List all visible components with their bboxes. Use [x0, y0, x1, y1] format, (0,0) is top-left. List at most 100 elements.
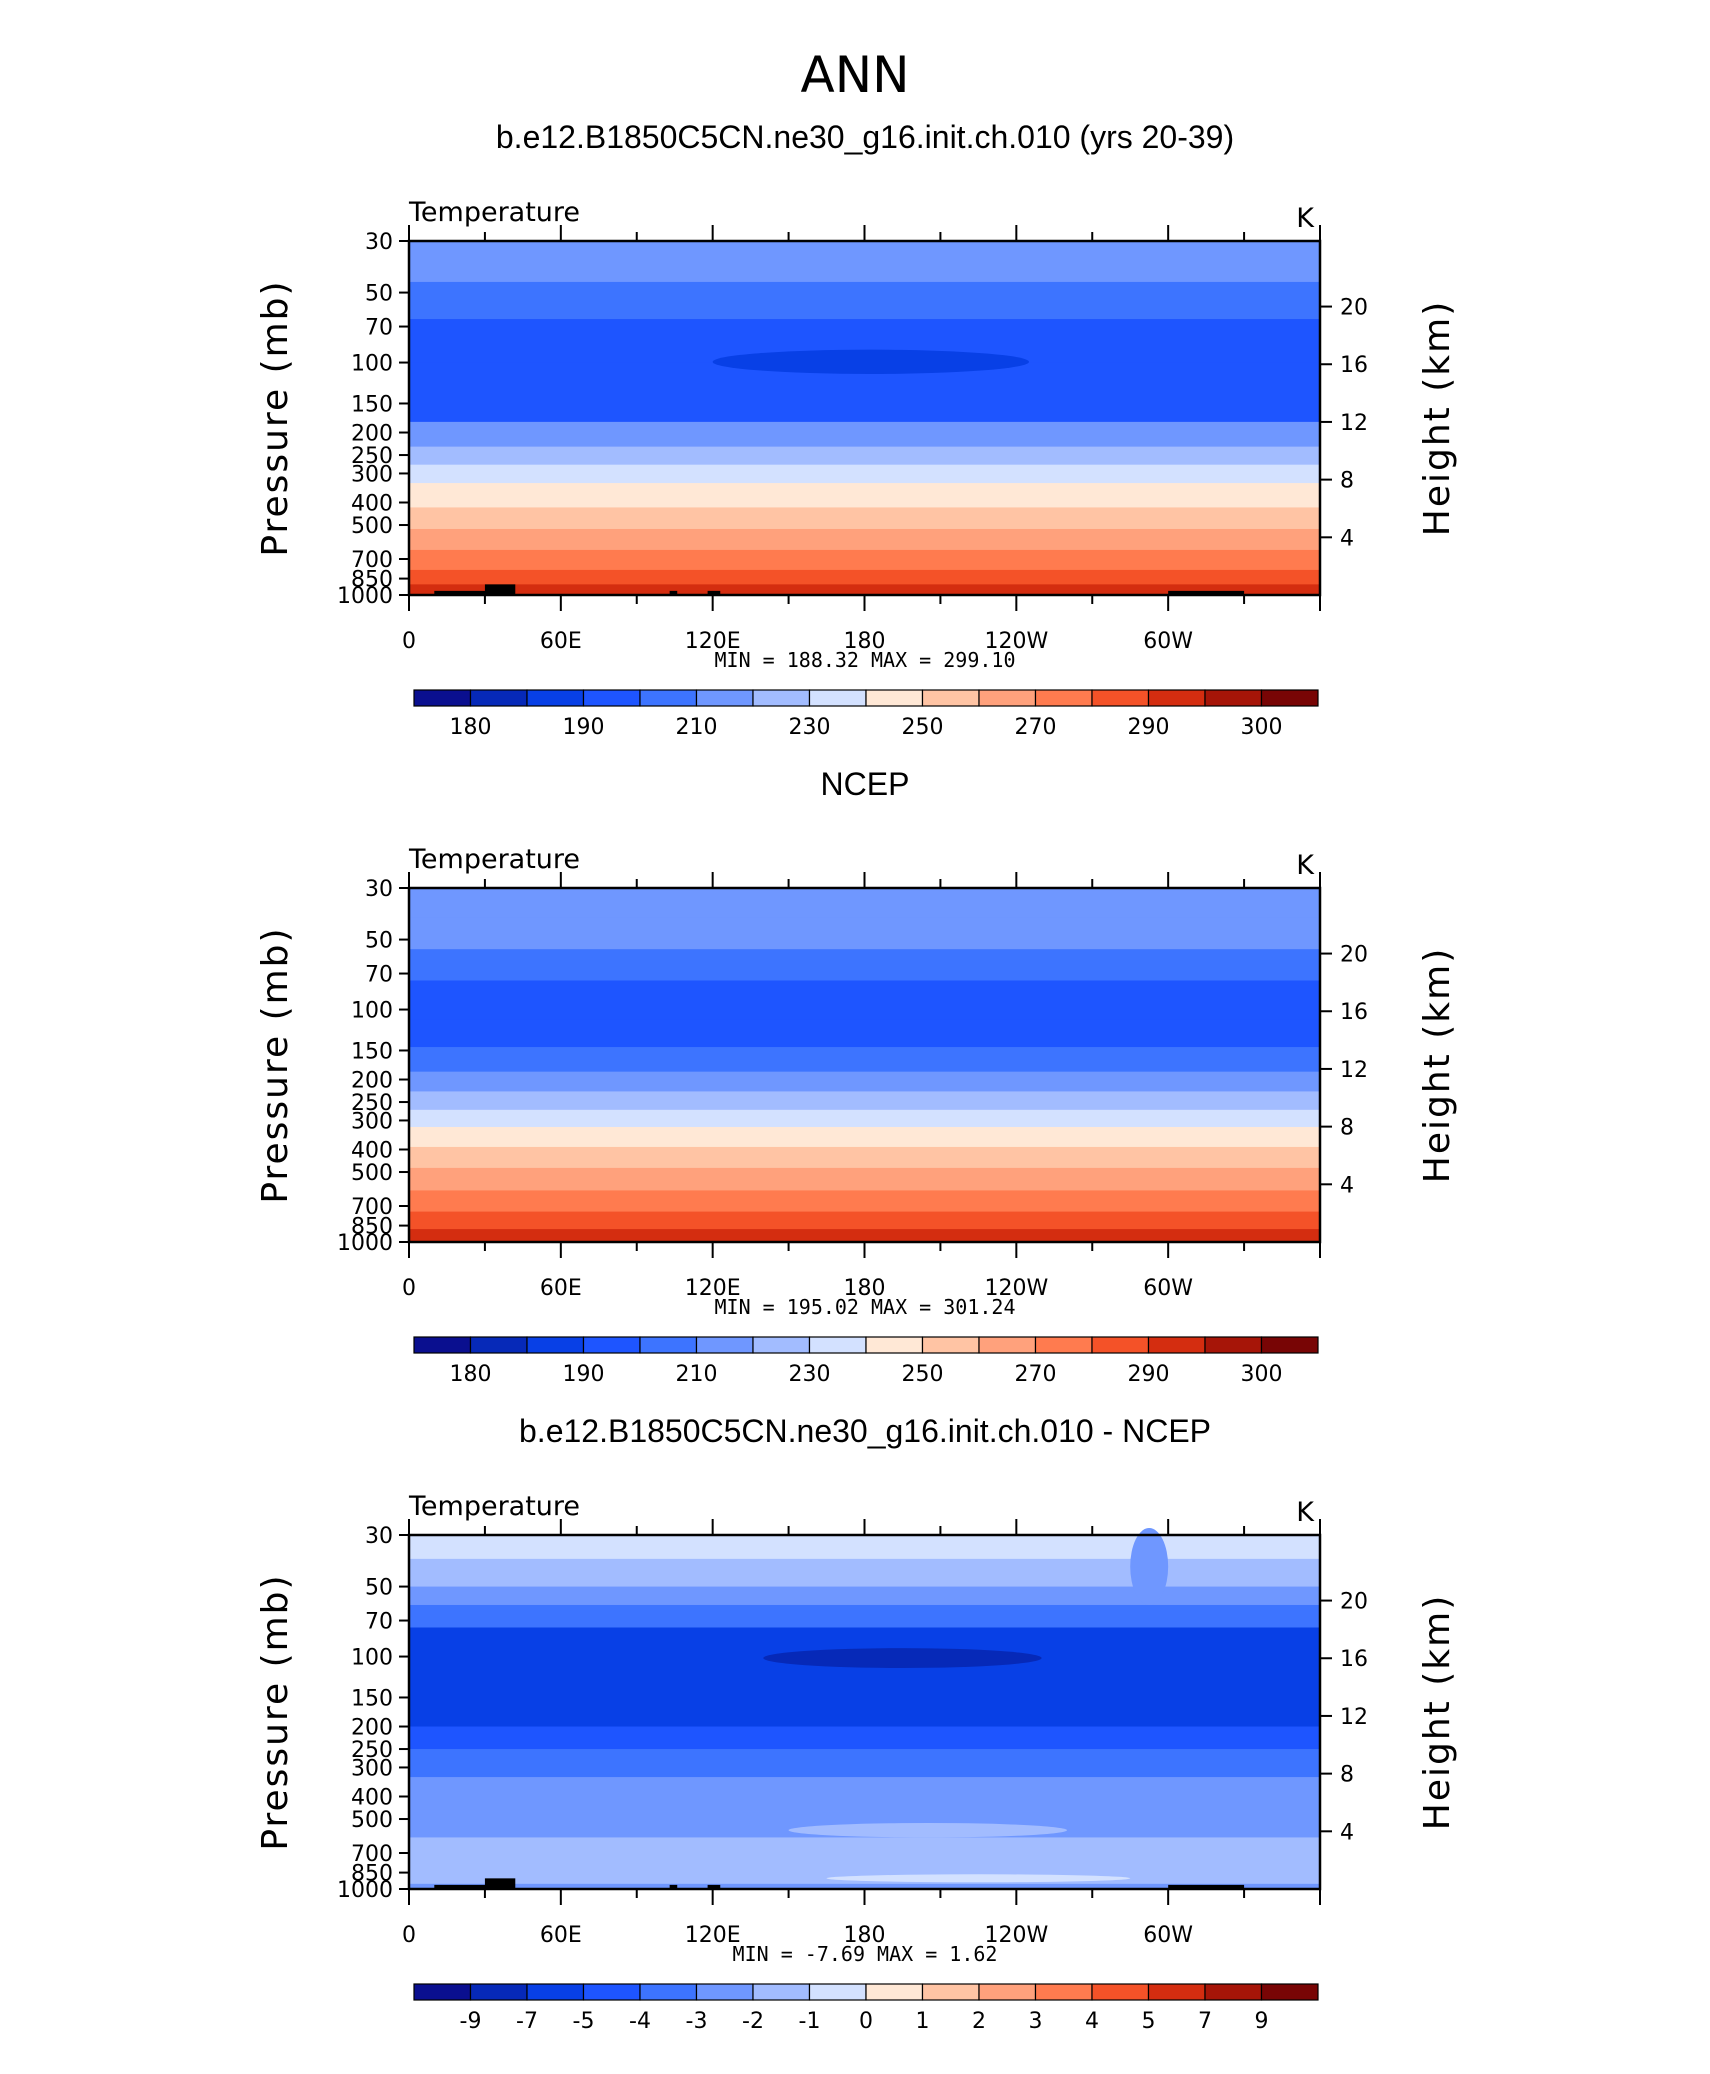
units-label: K [1296, 203, 1315, 234]
x-tick-label: 0 [402, 629, 416, 654]
contour-band [409, 507, 1320, 530]
variable-label: Temperature [408, 1491, 580, 1522]
colorbar-label: 230 [789, 715, 831, 740]
colorbar-label: 210 [676, 1362, 718, 1387]
min-max-label: MIN = 195.02 MAX = 301.24 [714, 1295, 1015, 1319]
y-tick-label: 1000 [337, 1231, 393, 1256]
colorbar-box [1147, 1336, 1206, 1354]
colorbar-box [1034, 1336, 1093, 1354]
colorbar-label: -7 [516, 2009, 538, 2034]
y-tick-label: 250 [351, 444, 393, 469]
colorbar-label: 210 [676, 715, 718, 740]
colorbar-label: 290 [1128, 1362, 1170, 1387]
x-tick-label: 120E [685, 1923, 741, 1948]
y-right-tick-label: 12 [1340, 1705, 1368, 1730]
colorbar-box [752, 1983, 811, 2001]
y-axis-title: Pressure (mb) [255, 279, 296, 556]
y-right-tick-label: 8 [1340, 1763, 1354, 1788]
y-tick-label: 200 [351, 1716, 393, 1741]
contour-band [409, 1586, 1320, 1606]
contour-band [409, 1190, 1320, 1213]
y-right-tick-label: 20 [1340, 943, 1368, 968]
y-tick-label: 150 [351, 392, 393, 417]
y-tick-label: 100 [351, 352, 393, 377]
contour-band [409, 1837, 1320, 1868]
contour-band [409, 528, 1320, 551]
y-tick-label: 50 [365, 929, 393, 954]
colorbar-box [469, 1336, 528, 1354]
colorbar-label: 270 [1015, 715, 1057, 740]
colorbar-box [752, 1336, 811, 1354]
y-tick-label: 700 [351, 1842, 393, 1867]
colorbar-label: 250 [902, 715, 944, 740]
terrain-mask [1168, 1884, 1245, 1889]
y-right-axis-title: Height (km) [1417, 947, 1458, 1183]
contour-band [409, 1866, 1320, 1885]
colorbar-box [695, 689, 754, 707]
terrain-mask [484, 584, 516, 595]
contour-band [409, 1726, 1320, 1750]
colorbar-box [1091, 689, 1150, 707]
colorbar-box [865, 1983, 924, 2001]
x-tick-label: 60E [540, 1276, 582, 1301]
colorbar-box [865, 1336, 924, 1354]
contour-band [409, 1109, 1320, 1128]
colorbar-box [413, 689, 472, 707]
variable-label: Temperature [408, 844, 580, 875]
colorbar-box [413, 1983, 472, 2001]
colorbar-box [1147, 1983, 1206, 2001]
contour-band [409, 241, 1320, 283]
colorbar-label: 190 [563, 715, 605, 740]
y-right-tick-label: 8 [1340, 1116, 1354, 1141]
contour-band [409, 1604, 1320, 1629]
x-tick-label: 120W [984, 629, 1048, 654]
colorbar-box [526, 1983, 585, 2001]
contour-band [409, 1777, 1320, 1809]
contour-band [409, 1749, 1320, 1778]
y-axis-title: Pressure (mb) [255, 926, 296, 1203]
contour-band [409, 584, 1320, 596]
colorbar-label: 250 [902, 1362, 944, 1387]
colorbar-box [695, 1983, 754, 2001]
panel-title: NCEP [821, 766, 910, 802]
colorbar-box [1204, 1336, 1263, 1354]
contour-band [409, 1146, 1320, 1169]
x-tick-label: 0 [402, 1923, 416, 1948]
panel-title: b.e12.B1850C5CN.ne30_g16.init.ch.010 (yr… [496, 119, 1234, 155]
contour-band [409, 917, 1320, 950]
contour-band [409, 1229, 1320, 1243]
colorbar-box [978, 1336, 1037, 1354]
colorbar-label: 0 [859, 2009, 873, 2034]
contour-feature [712, 349, 1029, 374]
contour-band [409, 1071, 1320, 1093]
colorbar-label: 180 [450, 715, 492, 740]
contour-band [409, 888, 1320, 918]
x-tick-label: 60E [540, 1923, 582, 1948]
contour-band [409, 421, 1320, 448]
contour-band [409, 1126, 1320, 1148]
y-tick-label: 70 [365, 963, 393, 988]
x-tick-label: 180 [844, 629, 886, 654]
contour-band [409, 569, 1320, 585]
panel-1: b.e12.B1850C5CN.ne30_g16.init.ch.010 (yr… [255, 119, 1458, 740]
terrain-mask [707, 590, 721, 595]
y-tick-label: 70 [365, 316, 393, 341]
y-tick-label: 850 [351, 1215, 393, 1240]
colorbar-box [1147, 689, 1206, 707]
y-tick-label: 700 [351, 1195, 393, 1220]
colorbar-label: 4 [1085, 2009, 1099, 2034]
y-tick-label: 1000 [337, 584, 393, 609]
y-tick-label: 500 [351, 514, 393, 539]
colorbar-box [1034, 1983, 1093, 2001]
x-tick-label: 60W [1143, 629, 1193, 654]
colorbar-box [1260, 1983, 1319, 2001]
terrain-mask [707, 1884, 721, 1889]
panel-2: NCEP Temperature K 0 60E 120E 180 120W 60W 30 50 70… [255, 766, 1458, 1387]
panel-title: b.e12.B1850C5CN.ne30_g16.init.ch.010 - N… [519, 1413, 1211, 1449]
colorbar-box [808, 689, 867, 707]
colorbar-label: 270 [1015, 1362, 1057, 1387]
colorbar-box [1260, 689, 1319, 707]
y-right-axis-title: Height (km) [1417, 1594, 1458, 1830]
y-tick-label: 300 [351, 1109, 393, 1134]
